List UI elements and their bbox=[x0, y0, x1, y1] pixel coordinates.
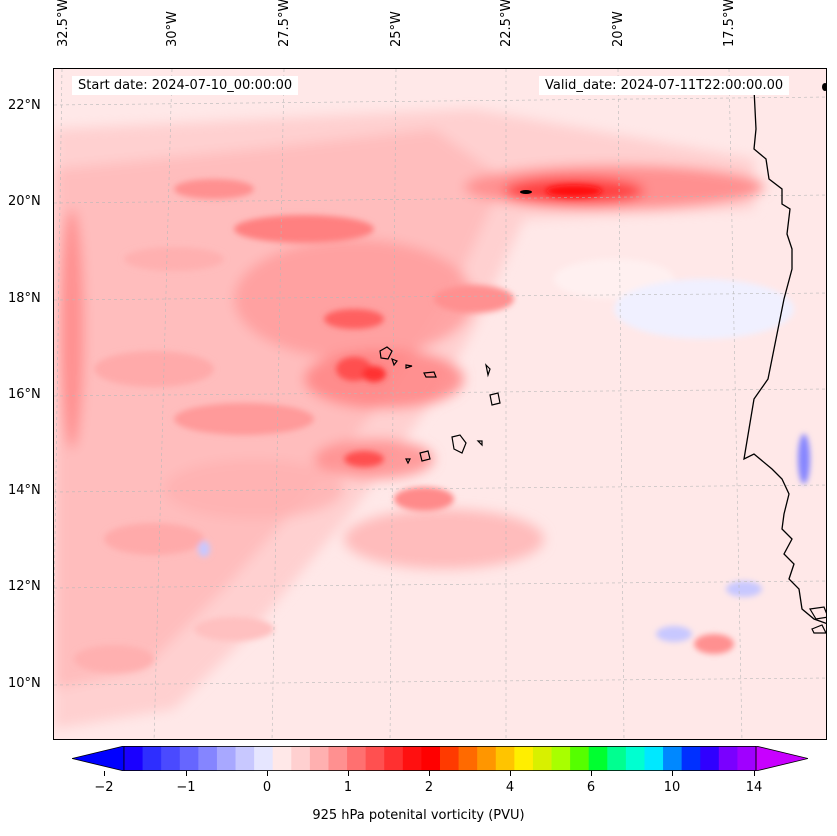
lat-label-20n: 20°N bbox=[8, 194, 41, 209]
cb-tick-14: 14 bbox=[745, 780, 763, 795]
lon-label-32-5w: 32.5°W bbox=[56, 0, 71, 47]
colorbar-segment bbox=[700, 746, 720, 771]
start-date-label: Start date: 2024-07-10_00:00:00 bbox=[72, 76, 299, 95]
cb-tickmark-4 bbox=[510, 771, 511, 776]
lon-label-30w: 30°W bbox=[165, 11, 180, 47]
colorbar-segment bbox=[254, 746, 274, 771]
lat-label-18n: 18°N bbox=[8, 291, 41, 306]
lon-label-17-5w: 17.5°W bbox=[722, 0, 737, 47]
colorbar-segment bbox=[477, 746, 497, 771]
colorbar-segment bbox=[235, 746, 255, 771]
valid-date-label: Valid_date: 2024-07-11T22:00:00.00 bbox=[539, 76, 790, 95]
map-field bbox=[54, 69, 826, 739]
colorbar-extend-low bbox=[72, 746, 125, 771]
cb-tick-neg1: −1 bbox=[176, 780, 196, 795]
cb-tick-neg2: −2 bbox=[94, 780, 114, 795]
lat-label-10n: 10°N bbox=[8, 676, 41, 691]
colorbar-segment bbox=[532, 746, 553, 771]
colorbar-segment bbox=[737, 746, 757, 771]
cb-tickmark-0 bbox=[267, 771, 268, 776]
lat-label-22n: 22°N bbox=[8, 98, 41, 113]
cb-tickmark-2 bbox=[429, 771, 430, 776]
colorbar-segment bbox=[328, 746, 348, 771]
cb-tickmark-14 bbox=[754, 771, 755, 776]
colorbar-segment bbox=[402, 746, 422, 771]
vorticity-map[interactable] bbox=[53, 68, 827, 740]
lon-label-22-5w: 22.5°W bbox=[499, 0, 514, 47]
colorbar-segment bbox=[570, 746, 590, 771]
colorbar-segment bbox=[365, 746, 385, 771]
colorbar-segment bbox=[495, 746, 515, 771]
cb-tickmark-1 bbox=[348, 771, 349, 776]
colorbar-segment bbox=[625, 746, 645, 771]
colorbar-segment bbox=[161, 746, 181, 771]
colorbar-segment bbox=[440, 746, 460, 771]
lon-label-25w: 25°W bbox=[389, 11, 404, 47]
lat-label-12n: 12°N bbox=[8, 579, 41, 594]
cb-tick-2: 2 bbox=[424, 780, 434, 795]
colorbar-segment bbox=[384, 746, 404, 771]
colorbar-segment bbox=[458, 746, 478, 771]
colorbar-segment bbox=[663, 746, 683, 771]
colorbar-segment bbox=[421, 746, 441, 771]
colorbar-segment bbox=[514, 746, 534, 771]
colorbar-segment bbox=[588, 746, 608, 771]
cb-tick-1: 1 bbox=[343, 780, 353, 795]
colorbar-segment bbox=[551, 746, 571, 771]
colorbar-segment bbox=[681, 746, 701, 771]
colorbar-segment bbox=[124, 746, 144, 771]
colorbar-title: 925 hPa potenital vorticity (PVU) bbox=[312, 808, 525, 823]
colorbar-segment bbox=[607, 746, 627, 771]
cb-tickmark-neg1 bbox=[186, 771, 187, 776]
cb-tick-0: 0 bbox=[262, 780, 272, 795]
colorbar-segment bbox=[309, 746, 329, 771]
cb-tick-10: 10 bbox=[663, 780, 681, 795]
cb-tick-4: 4 bbox=[505, 780, 515, 795]
colorbar bbox=[72, 746, 808, 771]
lon-label-20w: 20°W bbox=[611, 11, 626, 47]
colorbar-segment bbox=[142, 746, 162, 771]
colorbar-segment bbox=[216, 746, 237, 771]
colorbar-extend-high bbox=[755, 746, 808, 771]
cb-tickmark-10 bbox=[672, 771, 673, 776]
cb-tickmark-6 bbox=[591, 771, 592, 776]
colorbar-segment bbox=[198, 746, 218, 771]
colorbar-frame bbox=[123, 746, 757, 771]
lon-label-27-5w: 27.5°W bbox=[277, 0, 292, 47]
colorbar-segment bbox=[644, 746, 664, 771]
colorbar-segment bbox=[272, 746, 292, 771]
colorbar-segment bbox=[347, 746, 367, 771]
cb-tick-6: 6 bbox=[586, 780, 596, 795]
cb-tickmark-neg2 bbox=[104, 771, 105, 776]
colorbar-segment bbox=[291, 746, 311, 771]
lat-label-16n: 16°N bbox=[8, 387, 41, 402]
colorbar-segment bbox=[718, 746, 738, 771]
lat-label-14n: 14°N bbox=[8, 483, 41, 498]
colorbar-segment bbox=[179, 746, 199, 771]
